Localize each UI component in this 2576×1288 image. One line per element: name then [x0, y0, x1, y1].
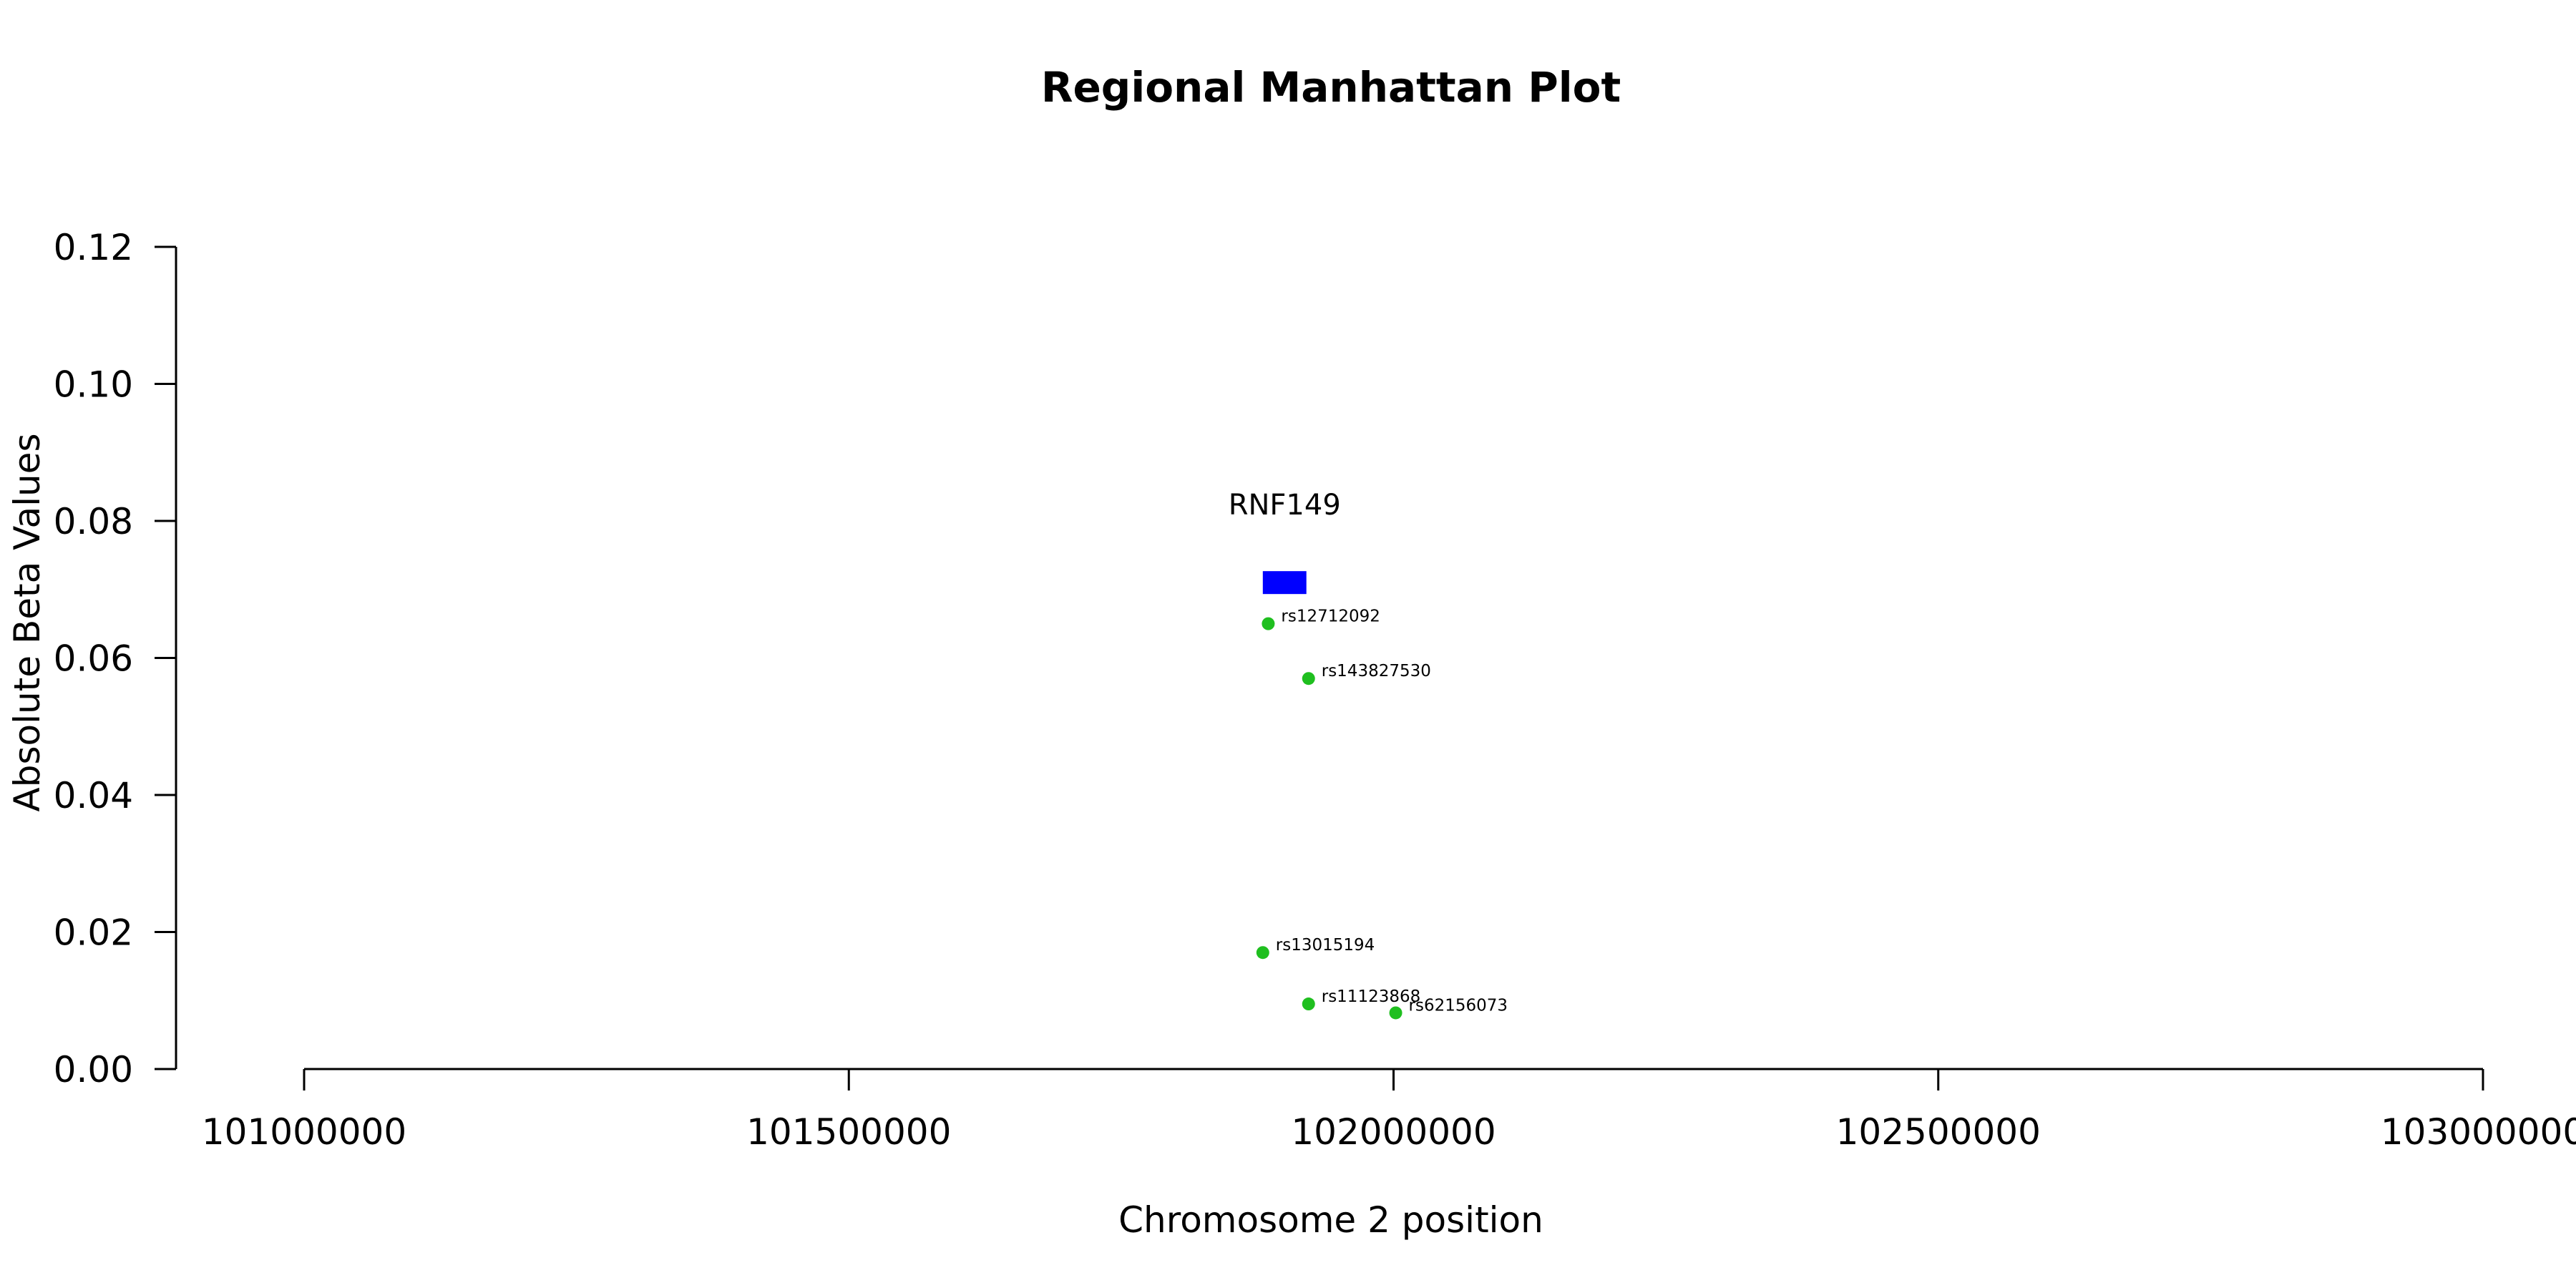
chart-title: Regional Manhattan Plot — [1041, 63, 1621, 112]
snp-point — [1256, 946, 1269, 960]
y-tick-label: 0.02 — [54, 912, 133, 954]
y-tick-label: 0.08 — [54, 501, 133, 542]
snp-label: rs12712092 — [1281, 608, 1380, 626]
snp-label: rs143827530 — [1322, 662, 1431, 680]
snp-label: rs13015194 — [1276, 936, 1375, 955]
gene-track: RNF149 — [1229, 489, 1341, 595]
gene-box — [1262, 571, 1307, 595]
y-tick-label: 0.04 — [54, 775, 133, 816]
x-tick-label: 102000000 — [1291, 1111, 1496, 1153]
snp-label: rs11123868 — [1322, 987, 1421, 1006]
gene-label: RNF149 — [1229, 489, 1341, 522]
snp-points: rs12712092 rs143827530 rs13015194 rs1112386… — [1256, 608, 1508, 1020]
snp-point — [1389, 1006, 1402, 1020]
y-tick-label: 0.12 — [54, 227, 133, 268]
snp-point — [1262, 617, 1275, 630]
snp-label: rs62156073 — [1409, 996, 1508, 1015]
y-axis: 0.00 0.02 0.04 0.06 0.08 0.10 0.12 — [54, 227, 177, 1091]
snp-point — [1302, 672, 1315, 686]
x-tick-label: 101000000 — [202, 1111, 406, 1153]
y-tick-label: 0.10 — [54, 364, 133, 406]
y-tick-label: 0.06 — [54, 638, 133, 680]
x-axis: 101000000 101500000 102000000 102500000 1030… — [202, 1068, 2576, 1153]
x-tick-label: 102500000 — [1836, 1111, 2041, 1153]
x-tick-label: 101500000 — [746, 1111, 951, 1153]
x-axis-label: Chromosome 2 position — [1118, 1199, 1543, 1241]
y-tick-label: 0.00 — [54, 1049, 133, 1091]
x-tick-label: 103000000 — [2381, 1111, 2576, 1153]
y-axis-label: Absolute Beta Values — [6, 434, 48, 812]
snp-point — [1302, 997, 1315, 1011]
